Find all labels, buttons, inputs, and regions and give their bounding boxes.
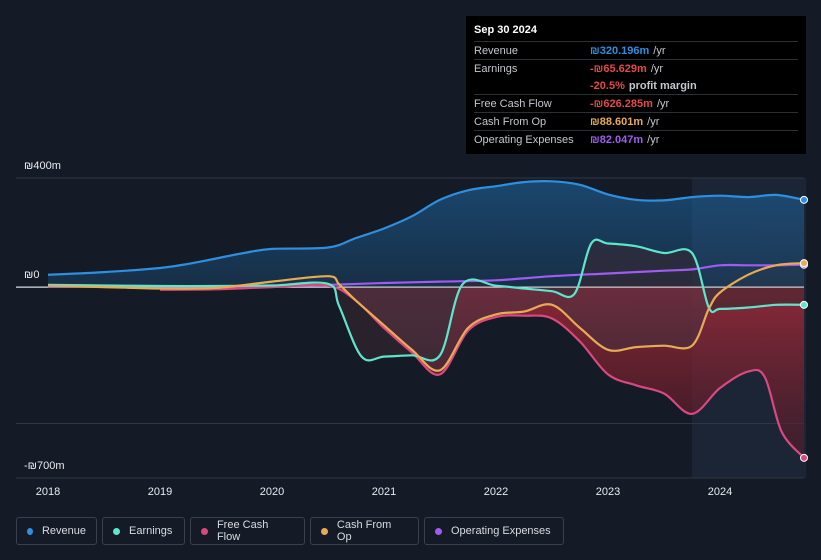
legend-label: Cash From Op bbox=[336, 519, 392, 543]
tooltip-value: -20.5% bbox=[590, 79, 625, 92]
y-tick-label-bottom: -₪700m bbox=[24, 460, 65, 472]
earnings-area bbox=[48, 239, 804, 361]
tooltip-label: Operating Expenses bbox=[474, 133, 574, 146]
tooltip-value: ₪88.601m bbox=[590, 115, 644, 128]
legend-label: Free Cash Flow bbox=[216, 519, 269, 543]
y-tick-label-zero: ₪0 bbox=[24, 269, 40, 281]
legend-label: Earnings bbox=[129, 525, 173, 537]
tooltip-label: Earnings bbox=[474, 62, 518, 75]
tooltip-unit: /yr bbox=[656, 97, 670, 110]
tooltip-label: Free Cash Flow bbox=[474, 97, 552, 110]
tooltip-value: ₪320.196m bbox=[590, 44, 650, 57]
cash-from-op-line bbox=[47, 262, 805, 372]
tooltip-row-revenue: Revenue ₪320.196m /yr bbox=[474, 41, 798, 59]
tooltip-value: -₪626.285m bbox=[590, 97, 653, 110]
x-tick-layer: 2018 2019 2020 2021 2022 2023 2024 bbox=[36, 486, 732, 498]
tooltip-row-earnings: Earnings -₪65.629m /yr bbox=[474, 59, 798, 77]
operating-expenses-dot-icon bbox=[435, 527, 442, 535]
cash-from-op-area bbox=[48, 263, 804, 371]
x-tick-label: 2020 bbox=[260, 486, 284, 498]
x-tick-label: 2022 bbox=[484, 486, 508, 498]
earnings-dot-icon bbox=[113, 527, 120, 535]
legend-label: Revenue bbox=[41, 525, 86, 537]
earnings-line bbox=[47, 238, 805, 362]
legend-operating-expenses[interactable]: Operating Expenses bbox=[424, 517, 564, 545]
tooltip-row-free-cash-flow: Free Cash Flow -₪626.285m /yr bbox=[474, 94, 798, 112]
tooltip-label: Cash From Op bbox=[474, 115, 547, 128]
revenue-line bbox=[47, 180, 805, 276]
tooltip-row-operating-expenses: Operating Expenses ₪82.047m /yr bbox=[474, 130, 798, 148]
tooltip-row-cash-from-op: Cash From Op ₪88.601m /yr bbox=[474, 112, 798, 130]
revenue-end-point bbox=[800, 195, 808, 204]
free-cash-flow-area bbox=[160, 284, 804, 458]
legend-free-cash-flow[interactable]: Free Cash Flow bbox=[190, 517, 305, 545]
tooltip-value: ₪82.047m bbox=[590, 133, 644, 146]
cash-from-op-dot-icon bbox=[321, 527, 328, 535]
revenue-dot-icon bbox=[27, 527, 33, 535]
tooltip-date: Sep 30 2024 bbox=[474, 24, 537, 36]
free-cash-flow-end-point bbox=[800, 453, 808, 462]
tooltip-unit: /yr bbox=[647, 115, 660, 128]
tooltip-unit: /yr bbox=[650, 62, 664, 75]
free-cash-flow-line bbox=[159, 283, 805, 459]
legend-cash-from-op[interactable]: Cash From Op bbox=[310, 517, 419, 545]
tooltip-unit: /yr bbox=[653, 44, 666, 57]
tooltip-panel: Sep 30 2024 Revenue ₪320.196m /yr Earnin… bbox=[466, 16, 806, 154]
tooltip-unit: /yr bbox=[647, 133, 660, 146]
earnings-end-point bbox=[800, 300, 808, 309]
tooltip-label: Revenue bbox=[474, 44, 519, 57]
free-cash-flow-dot-icon bbox=[201, 527, 208, 535]
tooltip-row-profit-margin: -20.5% profit margin bbox=[474, 77, 798, 94]
legend-label: Operating Expenses bbox=[451, 525, 551, 537]
line-layer bbox=[47, 180, 808, 462]
y-tick-label-top: ₪400m bbox=[24, 160, 61, 172]
area-layer bbox=[16, 181, 804, 458]
tooltip-unit: profit margin bbox=[628, 79, 697, 92]
x-tick-label: 2018 bbox=[36, 486, 60, 498]
x-tick-label: 2024 bbox=[708, 486, 732, 498]
x-tick-label: 2023 bbox=[596, 486, 620, 498]
x-tick-label: 2019 bbox=[148, 486, 172, 498]
cash-from-op-end-point bbox=[800, 259, 808, 268]
legend-revenue[interactable]: Revenue bbox=[16, 517, 97, 545]
x-tick-label: 2021 bbox=[372, 486, 396, 498]
legend-earnings[interactable]: Earnings bbox=[102, 517, 185, 545]
tooltip-value: -₪65.629m bbox=[590, 62, 647, 75]
